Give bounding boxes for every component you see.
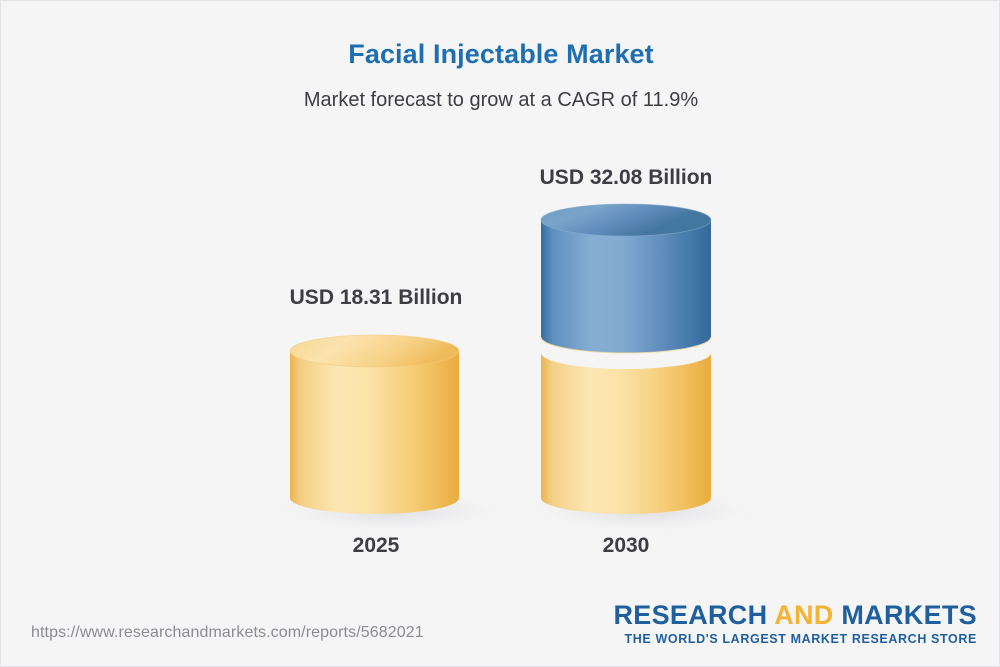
cylinder-top-rim-2025 <box>289 334 460 368</box>
value-label-2030: USD 32.08 Billion <box>539 166 713 189</box>
brand-logo: RESEARCH AND MARKETS THE WORLD'S LARGEST… <box>613 601 977 647</box>
category-label-2030: 2030 <box>602 534 650 557</box>
category-label-2025: 2025 <box>352 534 400 557</box>
brand-tagline: THE WORLD'S LARGEST MARKET RESEARCH STOR… <box>624 632 977 647</box>
bar-cylinder-2025 <box>289 334 460 514</box>
chart-title: Facial Injectable Market <box>348 39 654 69</box>
cylinder-body-blue-2030 <box>541 220 711 353</box>
cylinder-segment-divider-2030 <box>540 336 712 354</box>
cylinder-top-rim-2030 <box>540 203 712 237</box>
cylinder-top-2030 <box>541 204 711 236</box>
cylinder-body-yellow-2030 <box>541 353 711 514</box>
cylinder-bars-svg <box>281 203 753 531</box>
value-label-2025: USD 18.31 Billion <box>289 286 463 309</box>
cylinder-body-2025 <box>290 351 459 514</box>
source-url[interactable]: https://www.researchandmarkets.com/repor… <box>31 624 424 641</box>
brand-name-part2: MARKETS <box>833 600 977 630</box>
brand-name-and: AND <box>774 600 834 630</box>
cylinder-top-2025 <box>290 335 459 367</box>
chart-subtitle: Market forecast to grow at a CAGR of 11.… <box>303 89 699 111</box>
bar-cylinder-2030 <box>540 203 712 514</box>
plot-area: USD 18.31 Billion USD 32.08 Billion 2025… <box>1 1 1000 601</box>
brand-name: RESEARCH AND MARKETS <box>613 601 977 629</box>
brand-name-part1: RESEARCH <box>613 600 775 630</box>
